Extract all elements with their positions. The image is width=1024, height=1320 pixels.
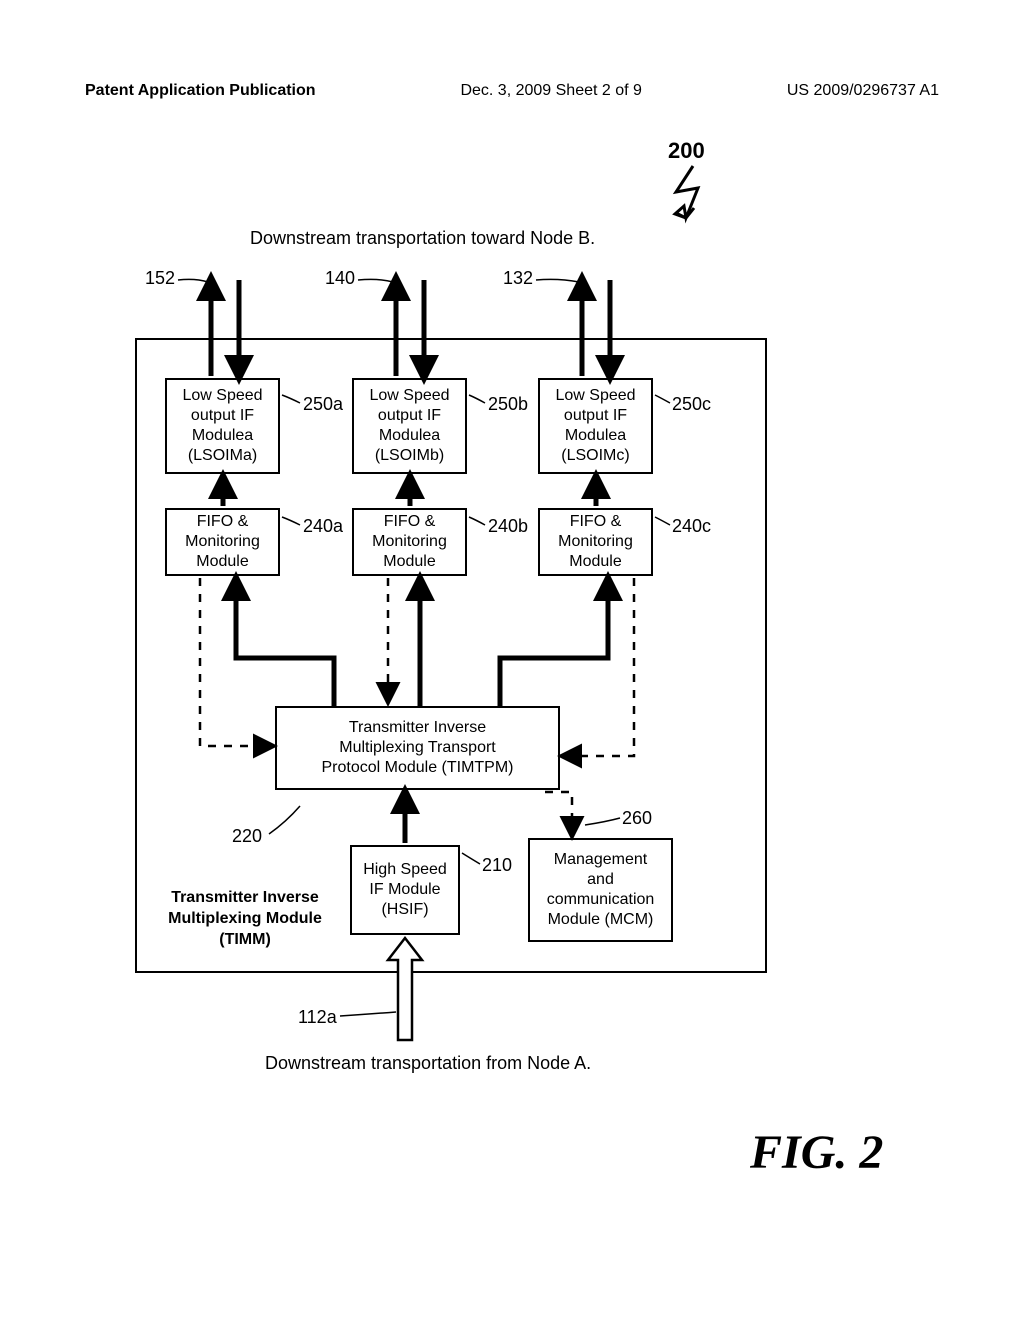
header-left: Patent Application Publication — [85, 82, 316, 100]
text: Management and communication Module (MCM… — [547, 850, 655, 930]
text: Low Speed output IF Modulea (LSOIMa) — [182, 386, 262, 466]
text: Transmitter Inverse Multiplexing Module … — [168, 889, 322, 948]
caption-bottom: Downstream transportation from Node A. — [265, 1053, 591, 1074]
page-header: Patent Application Publication Dec. 3, 2… — [85, 82, 939, 100]
ref-132: 132 — [503, 268, 533, 289]
text: Low Speed output IF Modulea (LSOIMc) — [555, 386, 635, 466]
block-lsoim-a: Low Speed output IF Modulea (LSOIMa) — [165, 378, 280, 474]
block-fifo-b: FIFO & Monitoring Module — [352, 508, 467, 576]
block-lsoim-b: Low Speed output IF Modulea (LSOIMb) — [352, 378, 467, 474]
header-center: Dec. 3, 2009 Sheet 2 of 9 — [460, 82, 641, 100]
block-mcm: Management and communication Module (MCM… — [528, 838, 673, 942]
ref-112a: 112a — [298, 1007, 337, 1028]
text: FIFO & Monitoring Module — [185, 512, 260, 572]
figure-label: FIG. 2 — [750, 1125, 883, 1180]
block-timtpm: Transmitter Inverse Multiplexing Transpo… — [275, 706, 560, 790]
text: FIFO & Monitoring Module — [558, 512, 633, 572]
ref-200: 200 — [668, 138, 705, 164]
block-timm-label: Transmitter Inverse Multiplexing Module … — [155, 888, 335, 950]
text: Low Speed output IF Modulea (LSOIMb) — [369, 386, 449, 466]
block-fifo-a: FIFO & Monitoring Module — [165, 508, 280, 576]
block-fifo-c: FIFO & Monitoring Module — [538, 508, 653, 576]
ref-140: 140 — [325, 268, 355, 289]
header-right: US 2009/0296737 A1 — [787, 82, 939, 100]
text: Transmitter Inverse Multiplexing Transpo… — [321, 718, 513, 778]
block-hsif: High Speed IF Module (HSIF) — [350, 845, 460, 935]
ref-152: 152 — [145, 268, 175, 289]
page: Patent Application Publication Dec. 3, 2… — [0, 0, 1024, 1320]
block-lsoim-c: Low Speed output IF Modulea (LSOIMc) — [538, 378, 653, 474]
text: High Speed IF Module (HSIF) — [363, 860, 447, 920]
text: FIFO & Monitoring Module — [372, 512, 447, 572]
caption-top: Downstream transportation toward Node B. — [250, 228, 595, 249]
